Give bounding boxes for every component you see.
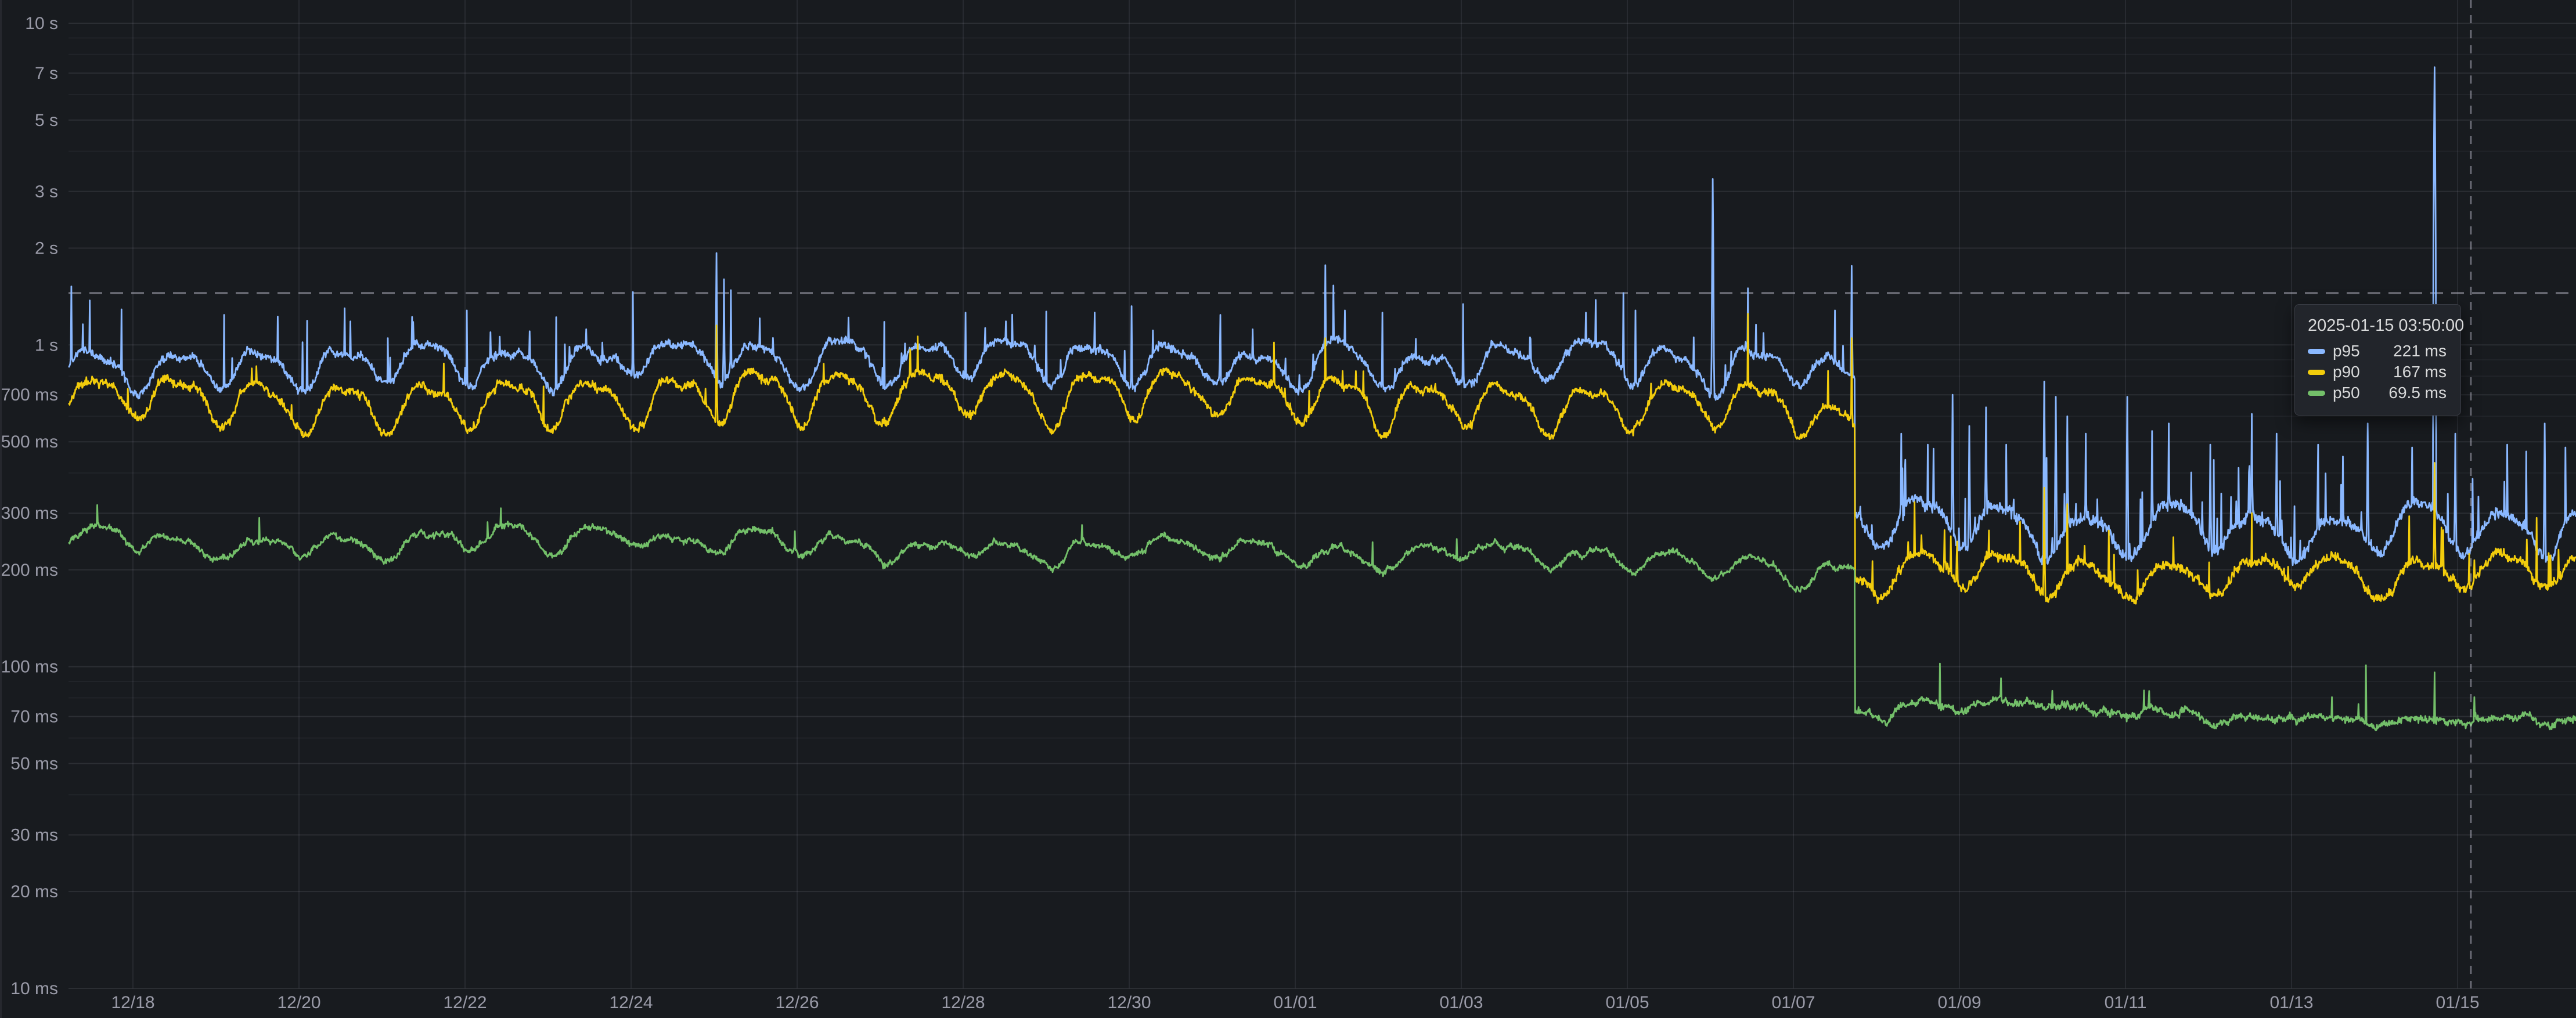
x-axis-label: 01/09 [1937,993,1981,1012]
y-axis-label: 500 ms [1,432,58,452]
tooltip-row: p50 69.5 ms [2308,382,2447,403]
series-lines [68,66,2576,731]
y-axis-label: 10 ms [10,979,58,998]
x-axis-label: 12/26 [775,993,819,1012]
y-axis-label: 7 s [35,64,58,83]
y-axis-label: 300 ms [1,504,58,523]
series-swatch-icon [2308,390,2325,396]
series-p50-line [68,504,2576,731]
tooltip-series-label: p95 [2333,342,2360,360]
x-axis-label: 12/30 [1107,993,1151,1012]
x-axis-label: 01/13 [2269,993,2313,1012]
tooltip-series-value: 221 ms [2393,342,2447,360]
x-axis-labels: 12/18 12/20 12/22 12/24 12/26 12/28 12/30 01/01… [111,993,2479,1012]
y-axis-label: 50 ms [10,755,58,774]
tooltip-series-value: 69.5 ms [2388,384,2447,402]
x-axis-label: 12/28 [941,993,985,1012]
x-axis-label: 01/05 [1605,993,1649,1012]
x-axis-label: 01/07 [1771,993,1815,1012]
y-axis-label: 200 ms [1,561,58,580]
tooltip-row: p90 167 ms [2308,362,2447,382]
tooltip-timestamp: 2025-01-15 03:50:00 [2308,316,2465,335]
tooltip-rows: p95 221 ms p90 167 ms p50 69.5 ms [2308,341,2447,403]
series-p90-line [68,313,2576,605]
series-swatch-icon [2308,369,2325,375]
series-swatch-icon [2308,348,2325,354]
x-axis-label: 01/03 [1439,993,1483,1012]
tooltip: 2025-01-15 03:50:00 p95 221 ms p90 167 ms p5… [2294,304,2465,416]
x-axis-label: 01/11 [2105,993,2147,1012]
x-axis-label: 01/01 [1273,993,1317,1012]
tooltip-series-value: 167 ms [2393,363,2447,381]
y-axis-label: 2 s [35,239,58,258]
y-axis-label: 100 ms [1,658,58,677]
y-axis-label: 1 s [35,335,58,355]
panel-left-border [0,0,2,1018]
y-axis-label: 10 s [25,14,58,33]
y-axis-label: 30 ms [10,826,58,845]
grid [69,0,2576,989]
x-axis-label: 12/24 [609,993,653,1012]
tooltip-series-label: p90 [2333,363,2360,381]
series-p95-line [68,66,2576,566]
x-axis-label: 12/20 [277,993,320,1012]
y-axis-label: 70 ms [10,707,58,727]
x-axis-label: 01/15 [2436,993,2479,1012]
y-axis-label: 3 s [35,182,58,201]
y-axis-label: 20 ms [10,882,58,901]
tooltip-row: p95 221 ms [2308,341,2447,362]
y-axis-label: 5 s [35,111,58,130]
tooltip-series-label: p50 [2333,384,2360,402]
x-axis-label: 12/22 [443,993,487,1012]
x-axis-label: 12/18 [111,993,154,1012]
y-axis-label: 700 ms [1,385,58,405]
y-axis-labels: 10 s 7 s 5 s 3 s 2 s 1 s 700 ms 500 ms 300 ms 200… [1,14,58,998]
